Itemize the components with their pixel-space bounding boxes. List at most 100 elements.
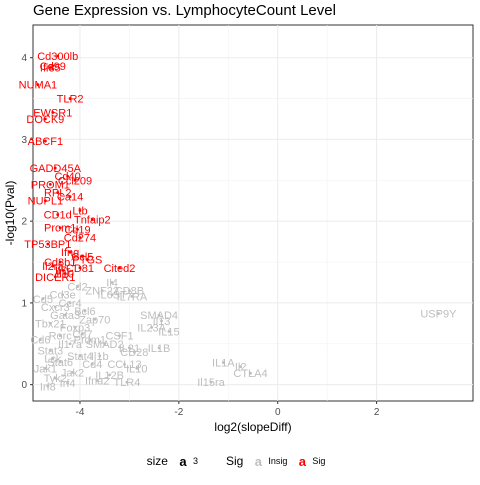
point-label: ZNF22 [85,286,119,298]
point-label: Ifng [61,247,79,259]
data-point [95,379,99,382]
data-point [128,346,131,350]
data-point [90,218,94,221]
data-point [78,266,82,270]
point-label: Il4 [106,277,118,289]
data-point [68,301,72,305]
data-point [51,111,55,114]
x-tick-label: 0 [275,407,281,418]
point-label: SMAD2 [86,339,124,351]
x-tick-label: 2 [374,407,380,418]
point-label: Jak2 [61,367,84,379]
data-point [249,371,252,375]
data-point [118,334,121,338]
legend-insig-label: Insig [268,456,288,466]
point-label: Ccl209 [58,175,92,187]
data-point [110,281,114,284]
point-label: Prdm1 [74,335,106,347]
data-point [108,373,112,377]
data-point [48,348,52,352]
data-point [118,266,121,270]
data-point [53,166,57,170]
point-label: CCL13 [107,359,141,371]
point-label: IL10 [126,363,147,375]
legend: size a 3 Sig a Insig a Sig [0,452,480,470]
data-point [100,289,104,293]
data-point [68,342,72,346]
data-point [36,83,40,87]
point-label: GADD45A [30,163,82,175]
point-label: Il10 [56,268,74,280]
legend-sig-key: a [298,453,306,469]
chart-title: Gene Expression vs. LymphocyteCount Leve… [33,2,336,19]
data-point [90,362,94,366]
point-label: Cd99 [40,61,66,73]
point-label: Stat3 [37,345,63,357]
data-point [88,338,92,342]
data-point [68,195,72,199]
legend-insig-key: a [254,453,262,469]
y-tick-label: 2 [21,217,27,228]
point-label: SMAD4 [140,310,178,322]
data-point [436,312,440,315]
point-label: Tyk2 [44,373,67,385]
point-label: CD28 [120,347,148,359]
data-point [221,361,225,364]
data-point [51,357,55,360]
data-point [43,117,47,121]
data-point [167,330,171,333]
point-label: Ltb [72,206,87,218]
data-point [150,326,154,329]
point-label: Cd5 [33,294,53,306]
x-tick-label: -2 [174,407,183,418]
y-tick-label: 4 [21,53,27,64]
point-label: IL6ST [97,290,127,302]
point-label: IL1A [212,358,235,370]
point-label: Tnfaip2 [74,215,111,227]
point-label: Tbx21 [35,318,66,330]
legend-size-title: size [146,454,168,468]
data-point [39,338,42,342]
point-label: Stat6 [47,357,73,369]
point-label: NUPL1 [28,196,63,208]
data-point [135,366,139,370]
data-point [76,227,79,231]
data-point [160,319,163,323]
x-axis-label: log2(slopeDiff) [214,420,291,434]
data-point [73,326,77,329]
legend-size: size a 3 [147,454,206,469]
legend-size-key: a [179,453,187,469]
data-point [157,313,161,317]
point-label: Irf8 [40,381,56,393]
data-point [73,178,77,182]
data-point [58,360,62,364]
point-label: Cited2 [104,263,136,275]
data-point [48,182,52,186]
data-point [68,97,72,100]
point-label: Cd7 [72,329,92,341]
data-point [43,199,47,203]
point-label: ABCF1 [28,136,63,148]
point-label: Irf4 [60,378,76,390]
point-label: CD8B [115,286,144,298]
point-label: Il13 [153,316,171,328]
data-point [43,139,47,143]
point-label: TP53BP1 [24,239,71,251]
data-point [125,380,129,384]
point-label: Cd6 [30,335,50,347]
grid-lines [33,25,473,401]
data-point [61,268,65,272]
point-label: USP9Y [420,309,457,321]
data-point [58,226,62,230]
data-point [66,381,70,385]
point-label: Cd274 [64,233,96,245]
point-label: IL7RA [117,291,148,303]
point-label: Cd3e [50,290,76,302]
plot-panel [32,24,474,402]
point-label: Jak1 [34,363,57,375]
point-label: Zap70 [79,314,110,326]
data-point [48,66,52,69]
data-point [58,334,62,338]
